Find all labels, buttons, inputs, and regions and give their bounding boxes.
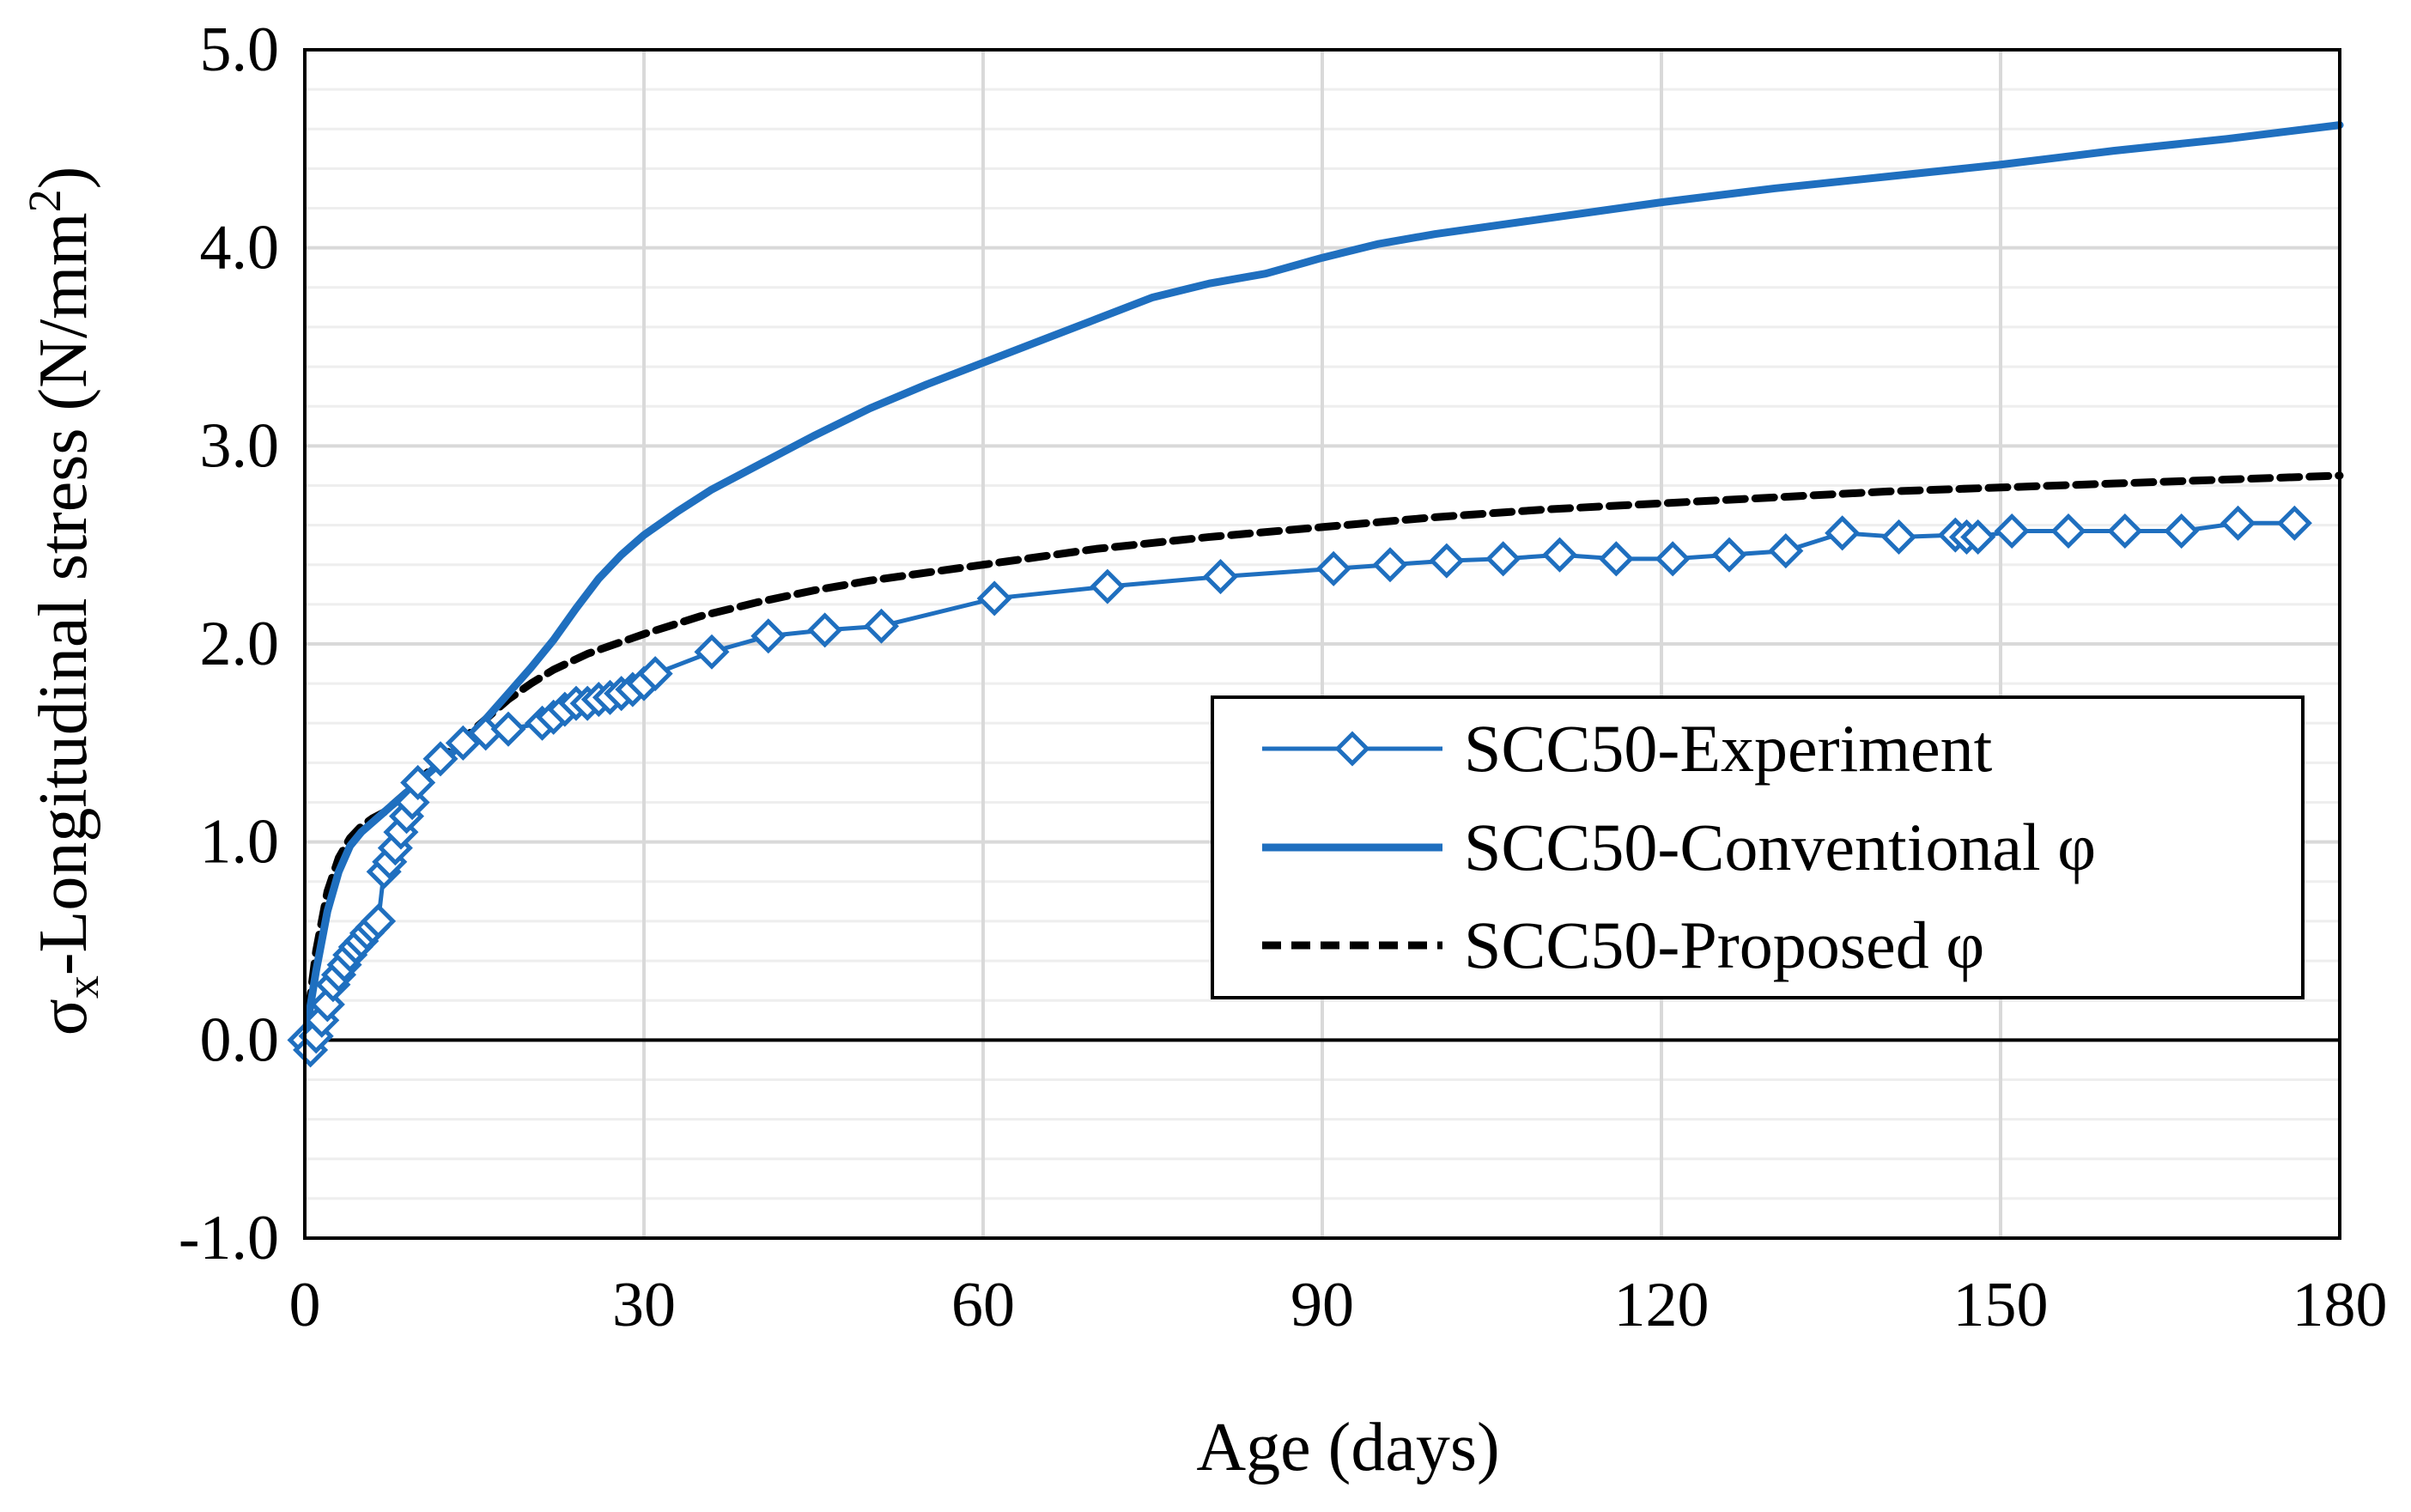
y-tick-label: 3.0 <box>200 410 280 481</box>
x-tick-label: 150 <box>1953 1270 2049 1340</box>
data-point-marker <box>750 618 786 654</box>
data-point-marker <box>863 608 900 644</box>
data-point-marker <box>361 903 397 939</box>
data-point-marker <box>637 656 673 692</box>
data-point-marker <box>1485 541 1521 577</box>
series-line <box>301 121 2344 1044</box>
y-axis-title-sigma: σ <box>26 999 101 1035</box>
legend-label-proposed: SCC50-Proposed φ <box>1464 908 1984 982</box>
data-point-marker <box>1768 533 1804 569</box>
y-tick-label: -1.0 <box>179 1203 279 1273</box>
data-point-marker <box>1598 541 1634 577</box>
data-point-marker <box>807 612 843 648</box>
y-tick-label: 2.0 <box>200 609 280 679</box>
data-point-marker <box>400 764 436 801</box>
y-axis-title-main: -Longitudinal stress (N/mm <box>26 212 101 975</box>
data-point-marker <box>490 711 526 747</box>
y-axis-title-superscript: 2 <box>19 189 70 212</box>
plot-area-border <box>303 48 2341 1240</box>
data-point-marker <box>1202 559 1239 595</box>
y-axis-tick-labels: -1.0 0.0 1.0 2.0 3.0 4.0 5.0 <box>179 15 279 1273</box>
x-tick-label: 30 <box>612 1270 676 1340</box>
data-point-marker <box>2050 513 2086 550</box>
data-point-marker <box>1090 568 1126 604</box>
y-tick-label: 0.0 <box>200 1005 280 1075</box>
data-point-marker <box>2164 513 2200 550</box>
x-tick-label: 180 <box>2293 1270 2388 1340</box>
legend-marker-experiment <box>1334 731 1370 767</box>
data-point-marker <box>1429 543 1465 579</box>
data-point-marker <box>1315 550 1351 586</box>
data-point-marker <box>1655 541 1691 577</box>
y-tick-label: 4.0 <box>200 213 280 283</box>
data-point-marker <box>1994 513 2030 550</box>
data-point-marker <box>2276 505 2312 541</box>
data-point-marker <box>2220 505 2256 541</box>
data-point-marker <box>1711 537 1747 573</box>
x-axis-title: Age (days) <box>1196 1410 1499 1485</box>
series-layer <box>287 121 2344 1068</box>
y-axis-title: σx-Longitudinal stress (N/mm2) <box>19 167 108 1036</box>
x-tick-label: 0 <box>289 1270 321 1340</box>
data-point-marker <box>1372 547 1408 583</box>
data-point-marker <box>976 580 1012 616</box>
x-tick-label: 120 <box>1614 1270 1710 1340</box>
data-point-marker <box>1880 519 1917 555</box>
data-point-marker <box>422 741 459 777</box>
x-axis-tick-labels: 0 30 60 90 120 150 180 <box>289 1270 2388 1340</box>
x-tick-label: 90 <box>1291 1270 1354 1340</box>
data-point-marker <box>694 634 730 670</box>
legend: SCC50-Experiment SCC50-Conventional φ SC… <box>1211 695 2305 999</box>
y-tick-label: 5.0 <box>200 15 280 85</box>
data-point-marker <box>1825 515 1861 551</box>
y-tick-label: 1.0 <box>200 807 280 877</box>
data-point-marker <box>1960 519 1996 555</box>
x-tick-label: 60 <box>951 1270 1015 1340</box>
legend-label-conventional: SCC50-Conventional φ <box>1464 810 2096 884</box>
series-scc50-experiment <box>287 505 2312 1068</box>
y-axis-title-close: ) <box>26 167 101 190</box>
series-scc50-conventional- <box>301 121 2344 1044</box>
data-point-marker <box>445 725 481 761</box>
data-point-marker <box>2107 513 2143 550</box>
data-point-marker <box>1541 537 1578 573</box>
legend-label-experiment: SCC50-Experiment <box>1464 711 1993 786</box>
y-axis-title-subscript: x <box>57 975 108 999</box>
